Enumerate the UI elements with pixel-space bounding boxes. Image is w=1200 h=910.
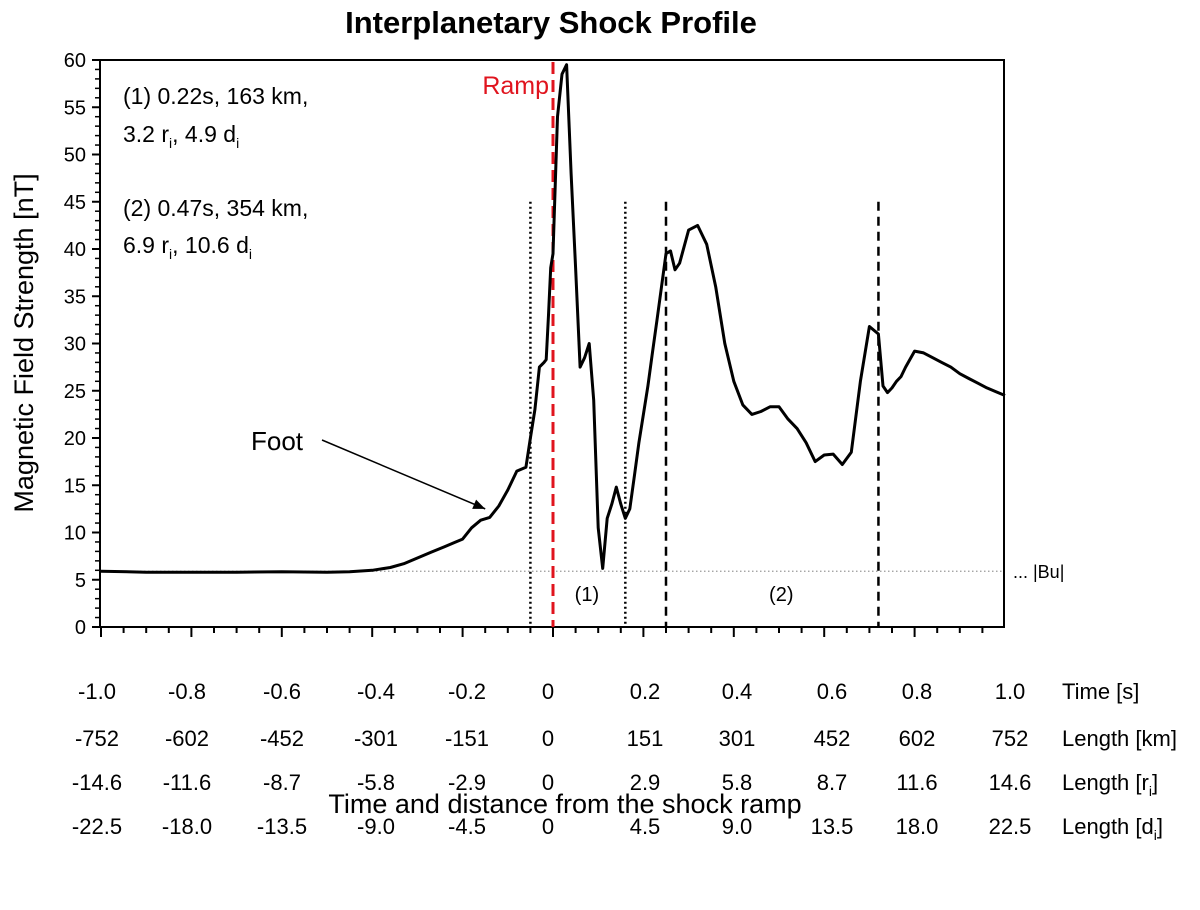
x-table-cell: 452 (814, 726, 851, 751)
info2-sub1: i (169, 246, 172, 262)
y-tick-label: 20 (64, 428, 86, 450)
info2-line1: (2) 0.47s, 354 km, (123, 195, 308, 221)
chart-title: Interplanetary Shock Profile (345, 5, 757, 40)
x-table-cell: -752 (75, 726, 119, 751)
x-table-cell: 11.6 (896, 770, 937, 795)
y-tick-label: 25 (64, 381, 86, 403)
y-tick-label: 15 (64, 475, 86, 497)
x-table-cell: 5.8 (722, 770, 753, 795)
x-table-cell: 14.6 (989, 770, 1032, 795)
info1-line2: 3.2 ri, 4.9 di (123, 121, 239, 151)
x-table-cell: 22.5 (989, 814, 1032, 839)
field-strength-line (100, 63, 1006, 574)
x-table-cell: 9.0 (722, 814, 753, 839)
x-table-cell: -4.5 (448, 814, 486, 839)
x-row-label: Length [di] (1062, 814, 1163, 843)
y-tick-label: 0 (75, 617, 86, 639)
y-axis-label: Magnetic Field Strength [nT] (9, 173, 39, 512)
x-table-cell: 4.5 (630, 814, 661, 839)
x-table-cell: -0.6 (263, 679, 301, 704)
x-table-cell: -11.6 (163, 770, 212, 795)
x-table-cell: 0 (542, 726, 554, 751)
y-axis-ticks: 0 5 10 15 20 25 30 35 40 45 50 55 60 (64, 50, 100, 639)
x-table-cell: -452 (260, 726, 304, 751)
x-table-cell: -9.0 (357, 814, 395, 839)
foot-label: Foot (251, 426, 304, 456)
y-tick-label: 45 (64, 192, 86, 214)
y-tick-label: 60 (64, 50, 86, 72)
x-table-cell: 18.0 (896, 814, 939, 839)
x-table-cell: -151 (445, 726, 489, 751)
x-axis-label: Time and distance from the shock ramp (328, 789, 801, 819)
y-tick-label: 50 (64, 145, 86, 167)
x-table-cell: -13.5 (257, 814, 307, 839)
info2-line2: 6.9 ri, 10.6 di (123, 232, 252, 262)
info1-line2-b: , 4.9 d (172, 121, 236, 147)
info2-sub2: i (249, 246, 252, 262)
x-table-cell: -2.9 (448, 770, 486, 795)
x-row-label: Time [s] (1062, 679, 1139, 704)
x-table-cell: 602 (899, 726, 936, 751)
x-table-cell: 752 (992, 726, 1029, 751)
foot-arrow-line (321, 439, 486, 510)
x-table-cell: 2.9 (630, 770, 661, 795)
y-tick-label: 30 (64, 334, 86, 356)
x-table-cell: -1.0 (78, 679, 116, 704)
x-axis-ticks (100, 627, 984, 637)
info2-line2-b: , 10.6 d (172, 232, 249, 258)
annotations-layer: Foot (251, 426, 486, 510)
x-table-cell: 0 (542, 679, 554, 704)
x-table-cell: -301 (354, 726, 398, 751)
x-row-label: Length [km] (1062, 726, 1177, 751)
x-table-cell: 0.6 (817, 679, 848, 704)
y-tick-label: 5 (75, 570, 86, 592)
y-tick-label: 40 (64, 239, 86, 261)
x-table-cell: 1.0 (995, 679, 1026, 704)
x-table-cell: 301 (719, 726, 756, 751)
series-layer (100, 63, 1006, 574)
x-axis-table: -1.0 -0.8 -0.6 -0.4 -0.2 0 0.2 0.4 0.6 0.8 1.0 Time… (72, 679, 1177, 843)
x-table-cell: 13.5 (811, 814, 854, 839)
info1-sub2: i (236, 135, 239, 151)
foot-arrow-head (472, 499, 486, 509)
region-label: (1) (575, 584, 599, 606)
x-table-cell: -0.8 (168, 679, 206, 704)
info2-line2-a: 6.9 r (123, 232, 169, 258)
x-table-cell: -8.7 (263, 770, 301, 795)
region-label: (2) (769, 584, 793, 606)
y-tick-label: 10 (64, 523, 86, 545)
baseline-label: ... |Bu| (1013, 562, 1064, 582)
x-table-cell: 8.7 (817, 770, 848, 795)
info1-line1: (1) 0.22s, 163 km, (123, 83, 308, 109)
x-table-cell: 0.8 (902, 679, 933, 704)
x-table-cell: 0.4 (722, 679, 753, 704)
y-tick-label: 55 (64, 97, 86, 119)
x-table-cell: 0 (542, 814, 554, 839)
info1-line2-a: 3.2 r (123, 121, 169, 147)
info1-sub1: i (169, 135, 172, 151)
x-table-cell: -22.5 (72, 814, 122, 839)
x-table-cell: -0.4 (357, 679, 395, 704)
x-table-cell: -18.0 (162, 814, 212, 839)
x-table-cell: -14.6 (72, 770, 122, 795)
y-tick-label: 35 (64, 286, 86, 308)
ramp-label: Ramp (482, 72, 549, 100)
x-table-cell: -0.2 (448, 679, 486, 704)
x-table-cell: 151 (627, 726, 664, 751)
x-table-cell: -602 (165, 726, 209, 751)
x-row-label: Length [ri] (1062, 770, 1158, 799)
x-table-cell: -5.8 (357, 770, 395, 795)
x-table-cell: 0.2 (630, 679, 661, 704)
region-markers: Ramp (1) (2) (482, 62, 880, 627)
x-table-cell: 0 (542, 770, 554, 795)
